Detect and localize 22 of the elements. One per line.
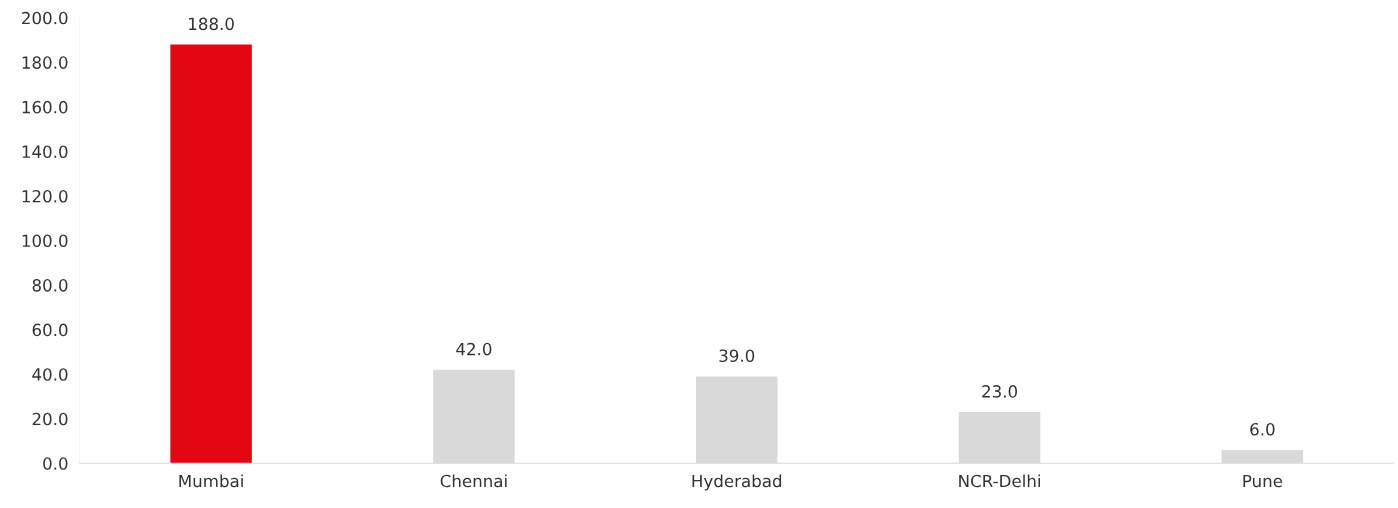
data-label: 188.0	[189, 17, 234, 31]
y-tick-label: 180.0	[22, 56, 68, 69]
data-label: 39.0	[719, 349, 755, 363]
bar	[170, 44, 252, 464]
y-tick-label: 160.0	[22, 100, 68, 114]
x-tick-label: Chennai	[440, 474, 507, 488]
data-label: 23.0	[982, 385, 1018, 398]
y-tick-label: 0.0	[43, 457, 68, 470]
x-tick-label: Hyderabad	[692, 474, 782, 491]
y-tick-label: 80.0	[32, 279, 68, 292]
x-tick-label: NCR-Delhi	[959, 474, 1040, 488]
y-tick-label: 140.0	[22, 145, 68, 158]
x-tick-label: Pune	[1243, 474, 1283, 488]
y-tick-label: 200.0	[22, 11, 68, 25]
data-label: 42.0	[456, 342, 492, 356]
y-tick-label: 60.0	[32, 323, 68, 337]
data-label: 6.0	[1250, 422, 1275, 436]
y-tick-label: 100.0	[22, 234, 68, 248]
y-tick-label: 40.0	[32, 368, 68, 381]
x-tick-label: Mumbai	[179, 474, 243, 488]
y-tick-label: 20.0	[32, 412, 68, 426]
y-tick-label: 120.0	[22, 189, 68, 203]
